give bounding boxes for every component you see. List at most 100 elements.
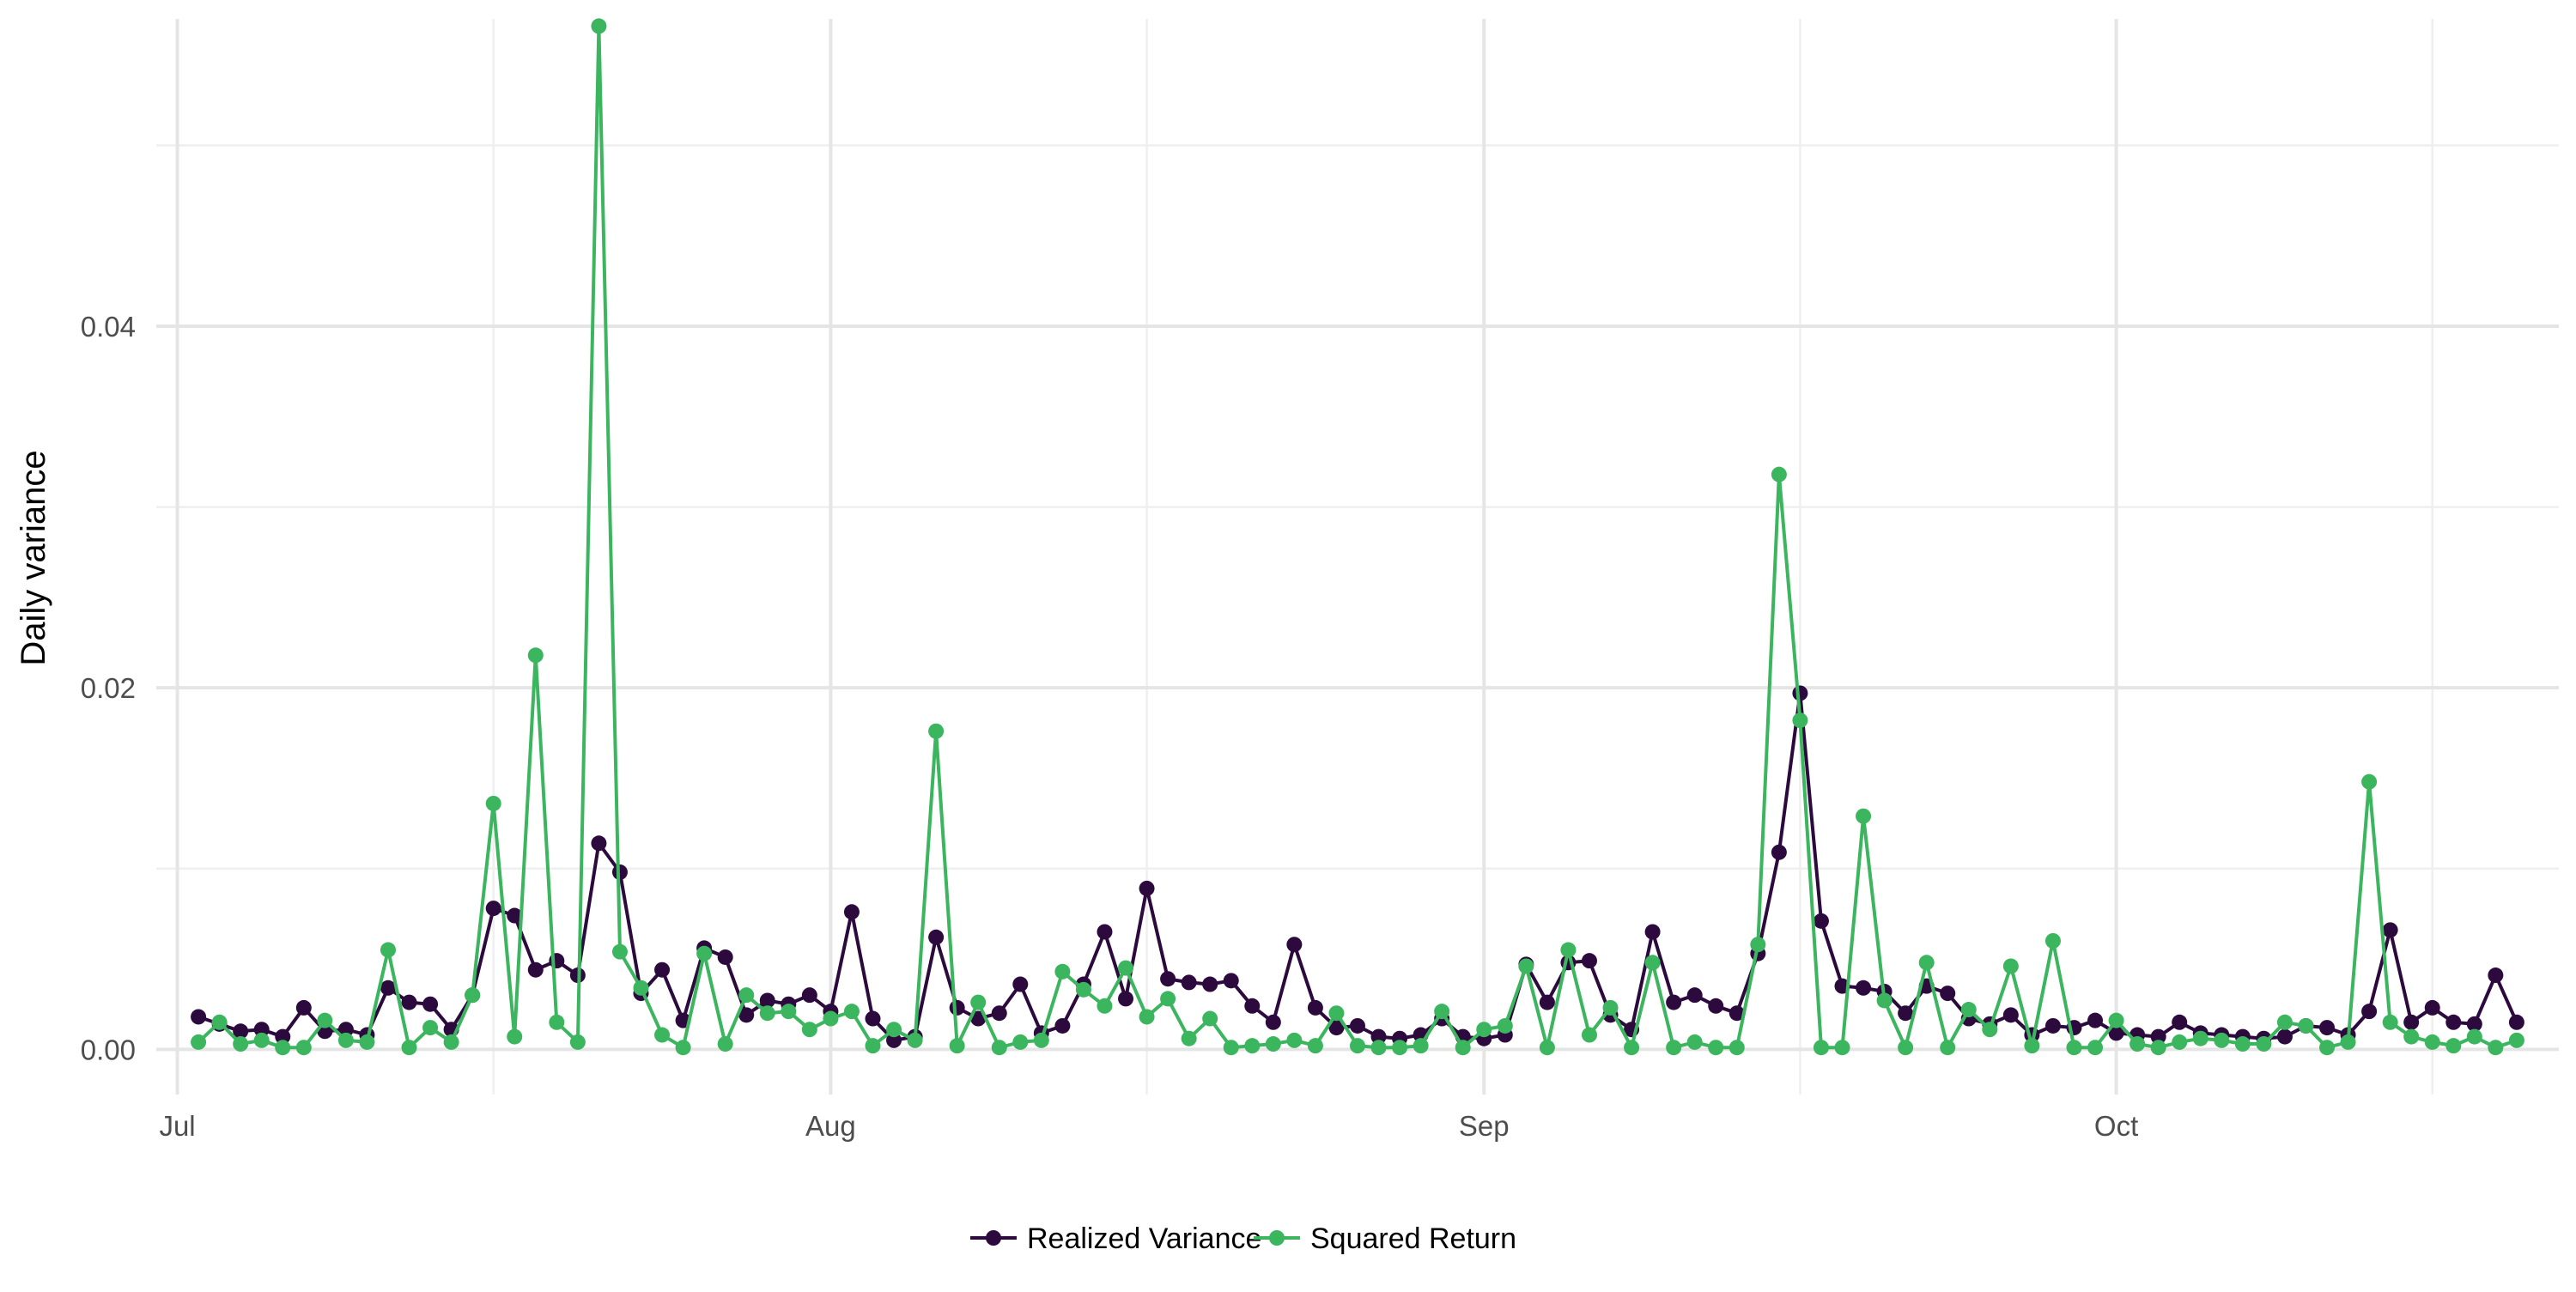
data-point	[2002, 958, 2019, 974]
data-point	[865, 1038, 881, 1054]
data-point	[1792, 713, 1808, 729]
data-point	[1539, 1040, 1555, 1056]
data-point	[2150, 1040, 2166, 1056]
data-point	[1012, 1034, 1029, 1050]
data-point	[1686, 987, 1703, 1004]
data-point	[823, 1010, 839, 1027]
data-point	[991, 1005, 1007, 1022]
data-point	[2445, 1038, 2462, 1054]
legend: Realized Variance Squared Return	[970, 1222, 1516, 1255]
x-axis-tick-labels: Jul Aug Sep Oct	[159, 1110, 2138, 1142]
data-point	[633, 980, 649, 996]
data-point	[2214, 1032, 2230, 1048]
data-point	[1560, 942, 1577, 958]
data-point	[1160, 991, 1176, 1007]
data-point	[2002, 1007, 2019, 1023]
data-point	[253, 1022, 270, 1038]
data-point	[2508, 1014, 2524, 1030]
data-point	[2466, 1028, 2482, 1045]
data-point	[970, 994, 987, 1010]
data-point	[1328, 1005, 1345, 1022]
data-point	[717, 1036, 733, 1052]
data-point	[886, 1022, 902, 1038]
data-point	[2340, 1034, 2356, 1050]
data-point	[2192, 1030, 2208, 1046]
data-point	[485, 795, 501, 811]
data-point	[401, 994, 417, 1010]
data-point	[928, 723, 945, 739]
data-point	[654, 961, 671, 978]
data-point	[1286, 1032, 1303, 1048]
data-point	[1728, 1005, 1745, 1022]
data-point	[2382, 1014, 2398, 1030]
data-point	[2424, 999, 2440, 1016]
data-point	[1434, 1004, 1450, 1020]
data-point	[2319, 1040, 2336, 1056]
data-point	[1054, 1017, 1071, 1034]
data-point	[1118, 991, 1134, 1007]
data-point	[843, 904, 860, 920]
data-point	[1898, 1040, 1914, 1056]
legend-item: Squared Return	[1254, 1222, 1516, 1255]
series-squared-return	[191, 18, 2524, 1056]
data-point	[1012, 976, 1029, 992]
data-point	[1856, 808, 1872, 824]
data-point	[801, 987, 817, 1004]
y-axis-tick-labels: 0.00 0.02 0.04	[81, 311, 136, 1065]
data-point	[191, 1009, 207, 1025]
data-point	[591, 18, 607, 34]
data-point	[2403, 1028, 2420, 1045]
x-tick-label: Jul	[159, 1110, 195, 1142]
y-tick-label: 0.04	[81, 311, 136, 343]
data-point	[1202, 1010, 1218, 1027]
data-point	[738, 987, 755, 1004]
data-point	[211, 1014, 228, 1030]
data-point	[2234, 1036, 2251, 1052]
data-point	[886, 1032, 902, 1048]
data-point	[1413, 1038, 1429, 1054]
data-point	[1370, 1040, 1387, 1056]
data-point	[2150, 1028, 2166, 1045]
data-point	[337, 1022, 354, 1038]
data-point	[1602, 999, 1619, 1016]
data-point	[2488, 1040, 2504, 1056]
data-point	[2445, 1014, 2462, 1030]
data-point	[2256, 1036, 2272, 1052]
data-point	[675, 1040, 691, 1056]
data-point	[2276, 1014, 2293, 1030]
data-point	[1792, 685, 1808, 701]
data-point	[970, 1010, 987, 1027]
data-point	[717, 949, 733, 965]
data-point	[1771, 466, 1787, 482]
data-point	[527, 647, 544, 664]
data-point	[549, 1014, 565, 1030]
data-point	[611, 864, 628, 880]
data-point	[275, 1040, 291, 1056]
data-point	[1813, 1040, 1829, 1056]
data-point	[1539, 994, 1555, 1010]
data-point	[1666, 1040, 1682, 1056]
series-group	[191, 18, 2524, 1056]
data-point	[1455, 1040, 1471, 1056]
data-point	[1223, 1040, 1239, 1056]
data-point	[1581, 1027, 1597, 1043]
data-point	[1350, 1038, 1365, 1054]
data-point	[380, 942, 396, 958]
data-point	[2044, 1017, 2061, 1034]
data-point	[2066, 1040, 2082, 1056]
data-point	[591, 835, 607, 852]
data-point	[1286, 937, 1303, 953]
data-point	[1350, 1017, 1365, 1034]
data-point	[865, 1010, 881, 1027]
data-point	[507, 1028, 523, 1045]
data-point	[2361, 773, 2378, 790]
data-point	[1834, 1040, 1850, 1056]
series-line	[197, 24, 2518, 1050]
data-point	[1181, 974, 1197, 991]
data-point	[1265, 1036, 1281, 1052]
data-point	[1328, 1020, 1345, 1036]
data-point	[2488, 967, 2504, 984]
data-point	[1666, 994, 1682, 1010]
data-point	[233, 1023, 249, 1040]
data-point	[569, 1034, 586, 1050]
